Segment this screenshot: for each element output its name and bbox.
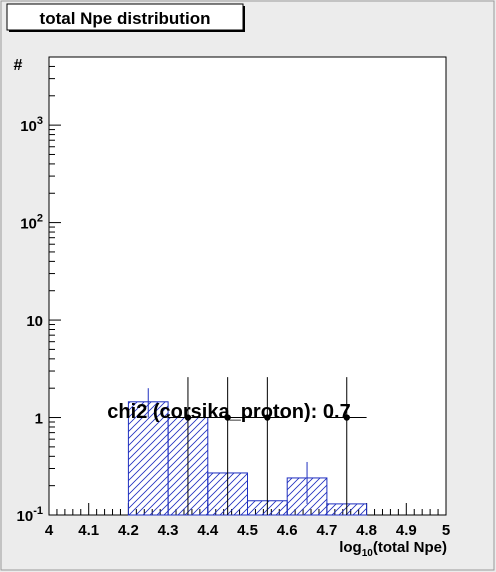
title-box: total Npe distribution xyxy=(6,3,245,32)
x-axis-label-suffix: (total Npe) xyxy=(373,539,447,556)
x-tick-label: 4.6 xyxy=(277,522,298,539)
chart-title: total Npe distribution xyxy=(40,9,211,28)
plot-area xyxy=(48,56,447,516)
y-axis-label: # xyxy=(14,57,23,74)
x-axis-label-prefix: log xyxy=(339,539,362,556)
x-tick-label: 4.9 xyxy=(396,522,417,539)
x-tick-label: 4.1 xyxy=(78,522,99,539)
data-points xyxy=(168,377,367,515)
y-tick-label: 10 xyxy=(26,313,43,330)
data-point xyxy=(184,414,192,421)
x-axis-label: log10(total Npe) xyxy=(339,539,447,559)
y-tick-label: 102 xyxy=(20,213,43,233)
chi2-annotation: chi2 (corsika_proton): 0.7 xyxy=(107,401,350,423)
y-tick-label: 1 xyxy=(35,411,43,428)
x-tick-label: 4 xyxy=(45,522,54,539)
x-tick-label: 4.8 xyxy=(356,522,377,539)
x-tick-label: 4.4 xyxy=(197,522,219,539)
y-tick-label: 103 xyxy=(20,115,43,135)
data-point xyxy=(224,414,231,421)
data-point xyxy=(264,414,271,421)
axes: 4 4.1 4.2 4.3 4.4 4.5 4.6 4.7 4.8 4.9 5 10-1 1 10 102 1… xyxy=(17,65,450,539)
y-tick-label: 10-1 xyxy=(17,505,43,525)
x-tick-label: 5 xyxy=(442,522,450,539)
x-axis-label-sub: 10 xyxy=(362,548,374,559)
x-tick-label: 4.2 xyxy=(118,522,139,539)
x-tick-label: 4.7 xyxy=(316,522,337,539)
data-point xyxy=(343,414,350,421)
x-tick-label: 4.3 xyxy=(158,522,179,539)
x-tick-label: 4.5 xyxy=(237,522,258,539)
